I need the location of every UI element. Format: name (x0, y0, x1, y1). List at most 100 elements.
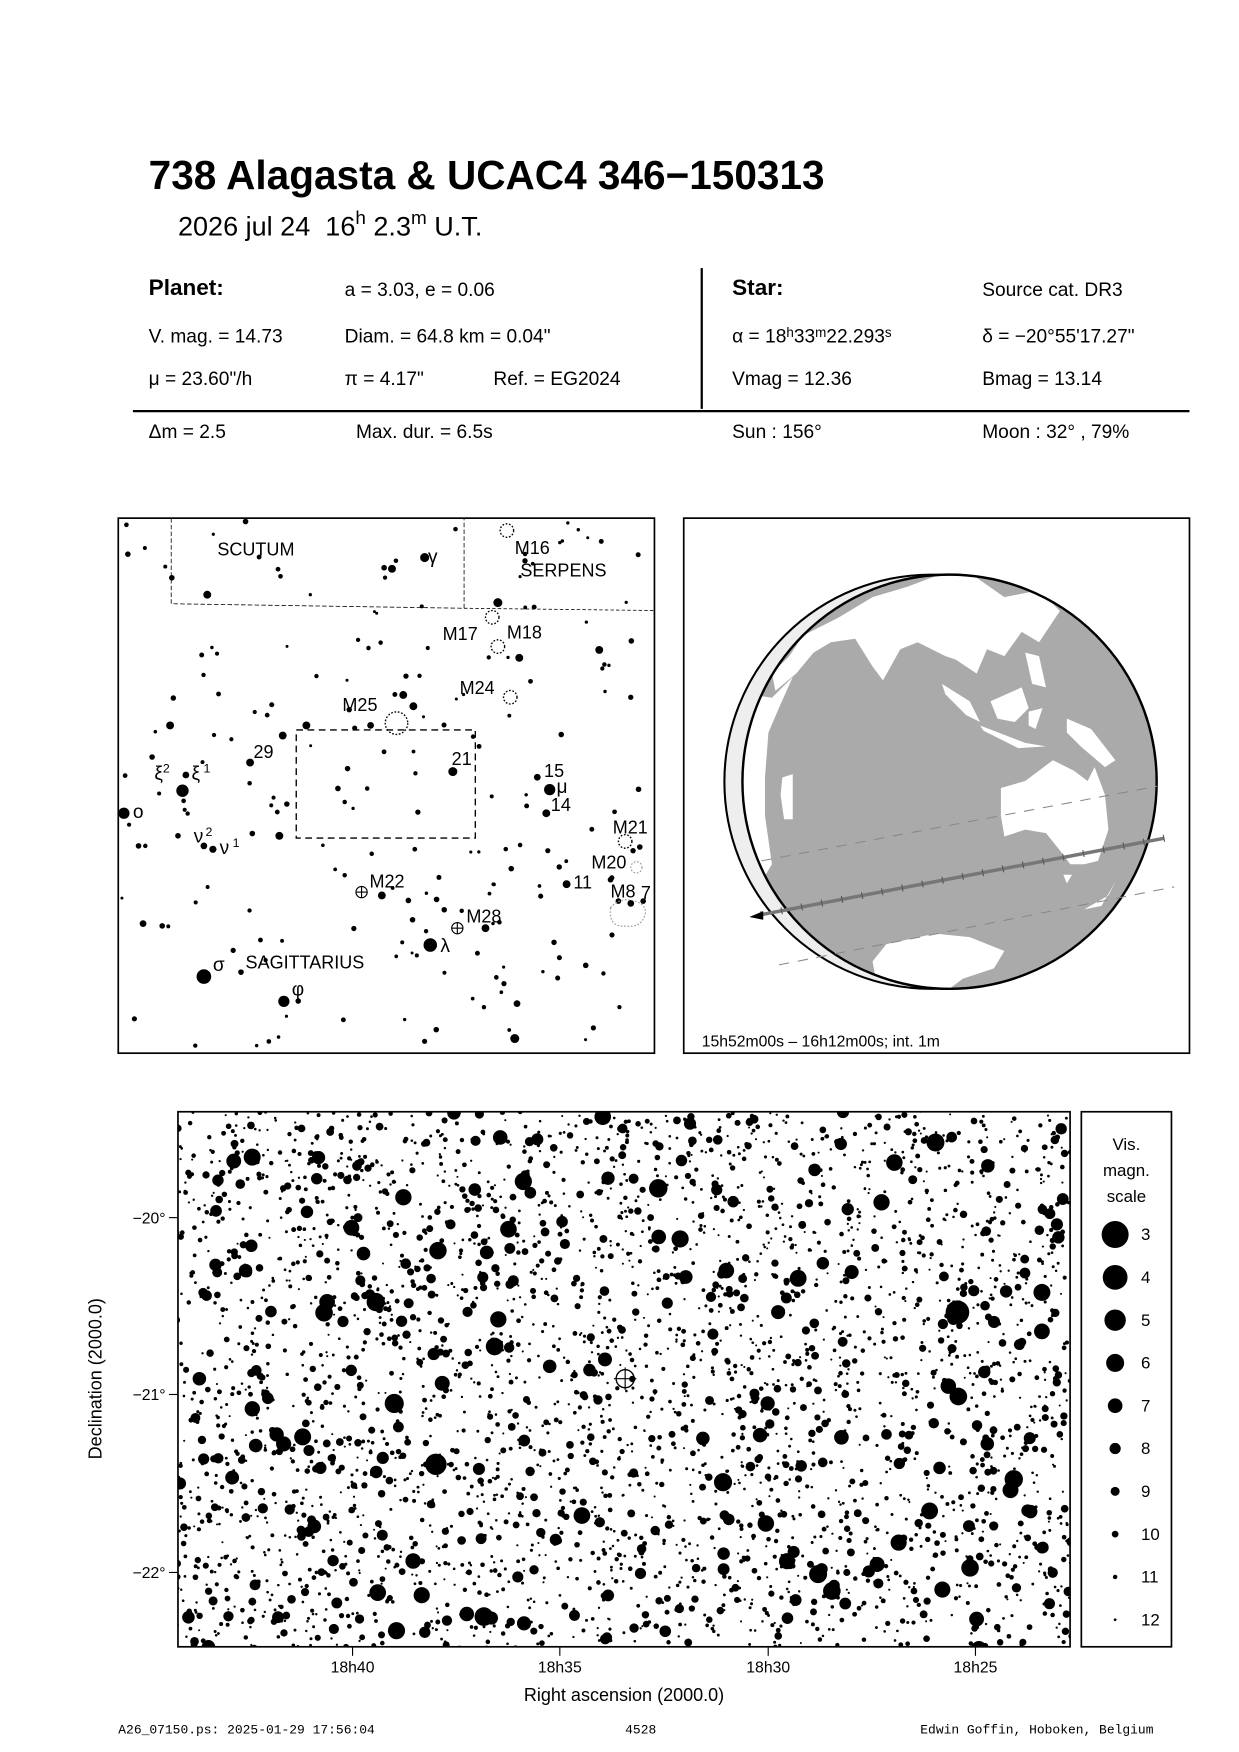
field-star (335, 1260, 340, 1266)
field-star (266, 1128, 269, 1132)
field-star (191, 1158, 194, 1161)
field-star (347, 1193, 351, 1197)
field-star (699, 1483, 707, 1491)
finder-star (582, 962, 589, 969)
field-star (343, 1540, 346, 1543)
field-star (905, 1287, 908, 1290)
field-star (846, 1548, 855, 1557)
field-star (993, 1285, 997, 1289)
field-star (1042, 1180, 1045, 1183)
field-star (615, 1386, 620, 1391)
field-star (752, 1427, 768, 1443)
field-star (305, 1591, 309, 1595)
field-star (327, 1592, 331, 1597)
field-star (990, 1490, 995, 1495)
field-star (846, 1222, 849, 1225)
finder-star (409, 916, 416, 923)
field-star (880, 1327, 884, 1331)
field-star (254, 1342, 259, 1347)
field-star (663, 1594, 671, 1602)
field-star (1003, 1454, 1007, 1458)
field-star (1003, 1138, 1006, 1141)
field-star (859, 1371, 865, 1376)
finder-star (612, 809, 617, 815)
field-star (400, 1318, 404, 1322)
field-star (308, 1341, 314, 1347)
field-star (304, 1255, 307, 1258)
field-star (574, 1541, 580, 1548)
finder-star (411, 749, 416, 754)
field-star (979, 1119, 984, 1124)
field-star (740, 1461, 743, 1464)
field-star (355, 1611, 359, 1615)
field-star (443, 1578, 446, 1581)
direction-arrow-icon (749, 911, 764, 920)
field-star (832, 1348, 837, 1353)
field-star (177, 1124, 182, 1132)
field-star (702, 1211, 705, 1215)
field-star (580, 1160, 585, 1165)
field-star (290, 1304, 295, 1310)
field-star (467, 1561, 472, 1565)
field-star (395, 1189, 412, 1206)
field-star (515, 1342, 521, 1347)
field-star (303, 1513, 306, 1517)
field-star (183, 1189, 187, 1193)
field-star (818, 1195, 822, 1199)
field-star (907, 1199, 913, 1205)
field-star (1060, 1420, 1067, 1427)
field-star (496, 1534, 502, 1541)
field-star (755, 1498, 758, 1501)
field-star (485, 1458, 489, 1462)
field-star (625, 1215, 629, 1219)
field-star (449, 1524, 454, 1528)
field-star (770, 1623, 775, 1628)
field-star (894, 1115, 899, 1119)
field-star (230, 1129, 235, 1134)
field-star (413, 1141, 417, 1145)
field-star (1047, 1174, 1050, 1178)
field-star (424, 1407, 428, 1410)
field-star (1044, 1576, 1048, 1580)
field-star (674, 1175, 679, 1180)
field-star (1051, 1265, 1055, 1269)
field-star (629, 1586, 633, 1590)
field-star (370, 1115, 373, 1118)
field-star (547, 1449, 551, 1454)
field-star (587, 1406, 591, 1409)
finder-star (524, 793, 528, 797)
field-star (426, 1225, 434, 1233)
field-star (715, 1286, 719, 1289)
finder-star (515, 653, 524, 662)
field-star (741, 1432, 744, 1436)
field-star (226, 1257, 231, 1262)
field-star (453, 1372, 458, 1377)
field-star (228, 1415, 231, 1418)
label-gamma: γ (428, 547, 438, 568)
field-star (412, 1498, 417, 1503)
field-star (681, 1186, 685, 1190)
field-star (901, 1111, 908, 1118)
field-star (853, 1509, 862, 1518)
field-star (655, 1142, 664, 1151)
field-star (490, 1185, 495, 1190)
field-star (520, 1170, 530, 1180)
field-star (675, 1333, 679, 1337)
field-star (764, 1473, 772, 1481)
field-star (993, 1395, 996, 1398)
field-star (234, 1111, 239, 1116)
event-minute: 2.3 (373, 211, 411, 243)
field-star (979, 1457, 985, 1463)
legend-label: 10 (1141, 1525, 1160, 1544)
field-star (470, 1138, 473, 1141)
field-star (358, 1546, 366, 1555)
field-star (518, 1434, 531, 1447)
ytick-label: −20° (133, 1210, 166, 1227)
field-star (283, 1268, 287, 1272)
field-star (467, 1360, 473, 1367)
field-star (570, 1378, 574, 1382)
field-star (1010, 1120, 1013, 1123)
field-star (926, 1316, 931, 1321)
field-star (827, 1628, 831, 1631)
field-star (376, 1529, 388, 1541)
